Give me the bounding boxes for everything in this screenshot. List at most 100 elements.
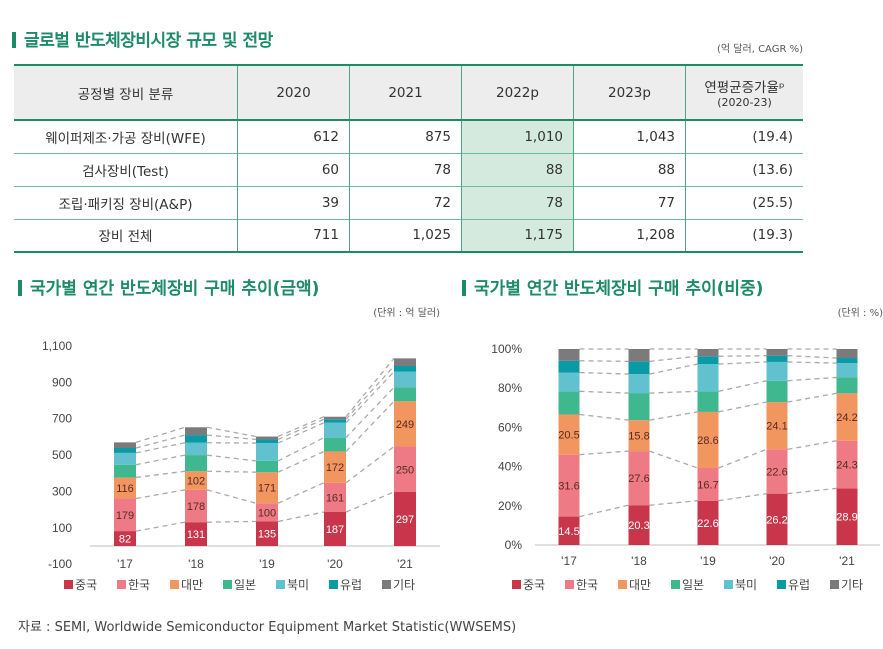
connector-line bbox=[579, 450, 629, 456]
title-bar-marker bbox=[462, 280, 466, 296]
legend-swatch bbox=[724, 580, 733, 589]
x-tick-label: '21 bbox=[839, 554, 855, 568]
table-title-text: 글로벌 반도체장비시장 규모 및 전망 bbox=[24, 31, 273, 51]
connector-line bbox=[135, 521, 186, 532]
connector-line bbox=[649, 355, 698, 362]
connector-line bbox=[718, 448, 767, 469]
y-tick-label: 100 bbox=[52, 521, 72, 535]
legend-swatch bbox=[618, 580, 627, 589]
connector-line bbox=[206, 470, 257, 473]
connector-line bbox=[206, 426, 257, 438]
x-tick-label: '18 bbox=[188, 557, 204, 571]
x-tick-label: '17 bbox=[561, 554, 577, 568]
bar-segment bbox=[697, 467, 719, 501]
y-tick-label: -100 bbox=[48, 557, 72, 571]
connector-line bbox=[345, 491, 395, 513]
bar-segment bbox=[628, 451, 650, 506]
bar-segment bbox=[766, 361, 788, 381]
table-row: 웨이퍼제조·가공 장비(WFE) 612 875 1,010 1,043 (19.4) bbox=[14, 120, 803, 153]
header-cagr-label: 연평균증가율ᵖ bbox=[704, 80, 785, 96]
bar-segment bbox=[185, 489, 207, 523]
bar-segment bbox=[697, 411, 719, 468]
data-label: 100 bbox=[258, 507, 276, 519]
bar-segment bbox=[114, 452, 136, 465]
cell: 78 bbox=[349, 153, 462, 186]
connector-line bbox=[718, 493, 767, 502]
legend-label: 중국 bbox=[523, 578, 545, 592]
bar-segment bbox=[256, 503, 278, 522]
data-label: 135 bbox=[258, 529, 276, 541]
connector-line bbox=[649, 500, 698, 506]
bar-segment bbox=[394, 371, 416, 388]
bar-segment bbox=[628, 349, 650, 362]
legend-swatch bbox=[170, 580, 179, 589]
connector-line bbox=[787, 487, 837, 495]
y-tick-label: 0% bbox=[505, 538, 523, 552]
legend-label: 한국 bbox=[128, 578, 150, 592]
title-bar-marker bbox=[12, 32, 16, 48]
connector-line bbox=[277, 418, 325, 441]
cell: 88 bbox=[573, 153, 686, 186]
table-row: 검사장비(Test) 60 78 88 88 (13.6) bbox=[14, 153, 803, 186]
connector-line bbox=[345, 386, 395, 439]
legend-label: 중국 bbox=[75, 578, 97, 592]
bar-segment bbox=[558, 349, 580, 361]
legend-swatch bbox=[512, 580, 521, 589]
data-label: 102 bbox=[187, 476, 205, 488]
connector-line bbox=[579, 413, 629, 421]
legend-label: 유럽 bbox=[340, 578, 362, 592]
data-label: 31.6 bbox=[558, 481, 579, 493]
bar-segment bbox=[185, 471, 207, 490]
bar-segment bbox=[558, 372, 580, 392]
bar-segment bbox=[558, 516, 580, 545]
connector-line bbox=[787, 355, 837, 359]
cell: 1,010 bbox=[461, 120, 574, 153]
data-label: 24.1 bbox=[766, 421, 787, 433]
cell: 612 bbox=[237, 120, 350, 153]
y-tick-label: 1,100 bbox=[42, 339, 72, 353]
bar-segment bbox=[836, 363, 858, 378]
connector-line bbox=[135, 442, 186, 454]
table-row: 장비 전체 711 1,025 1,175 1,208 (19.3) bbox=[14, 219, 803, 252]
connector-line bbox=[206, 434, 257, 441]
bar-segment bbox=[394, 366, 416, 372]
title-bar-marker bbox=[18, 280, 22, 296]
connector-line bbox=[649, 450, 698, 469]
connector-line bbox=[206, 520, 257, 523]
data-label: 24.2 bbox=[836, 412, 857, 424]
bar-segment bbox=[558, 391, 580, 415]
legend-label: 일본 bbox=[682, 578, 704, 592]
header-category: 공정별 장비 분류 bbox=[77, 86, 174, 103]
data-label: 178 bbox=[187, 501, 205, 513]
x-tick-label: '19 bbox=[259, 557, 275, 571]
cell: 875 bbox=[349, 120, 462, 153]
bar-segment bbox=[558, 360, 580, 373]
bar-segment bbox=[628, 505, 650, 545]
data-label: 15.8 bbox=[628, 431, 649, 443]
bar-segment bbox=[324, 451, 346, 483]
bar-segment bbox=[558, 454, 580, 517]
cell: 60 bbox=[237, 153, 350, 186]
y-tick-label: 40% bbox=[498, 460, 522, 474]
connector-line bbox=[206, 454, 257, 462]
data-label: 250 bbox=[396, 464, 414, 476]
x-tick-label: '19 bbox=[700, 554, 716, 568]
header-cagr-period: (2020-23) bbox=[717, 96, 772, 109]
bar-segment bbox=[836, 349, 858, 359]
legend-swatch bbox=[117, 580, 126, 589]
legend-swatch bbox=[64, 580, 73, 589]
legend-swatch bbox=[223, 580, 232, 589]
connector-line bbox=[277, 416, 325, 438]
bar-segment bbox=[256, 436, 278, 440]
cell: 1,208 bbox=[573, 219, 686, 252]
y-tick-label: 80% bbox=[498, 381, 522, 395]
bar-segment bbox=[185, 442, 207, 456]
bar-segment bbox=[766, 380, 788, 403]
chart-amount: 국가별 연간 반도체장비 구매 추이(금액) (단위 : 억 달러) -100 100… bbox=[18, 279, 440, 592]
header-2020: 2020 bbox=[237, 65, 350, 120]
legend-swatch bbox=[830, 580, 839, 589]
cell: (13.6) bbox=[685, 153, 803, 186]
connector-line bbox=[277, 482, 325, 504]
legend-label: 한국 bbox=[576, 578, 598, 592]
data-label: 26.2 bbox=[766, 514, 787, 526]
